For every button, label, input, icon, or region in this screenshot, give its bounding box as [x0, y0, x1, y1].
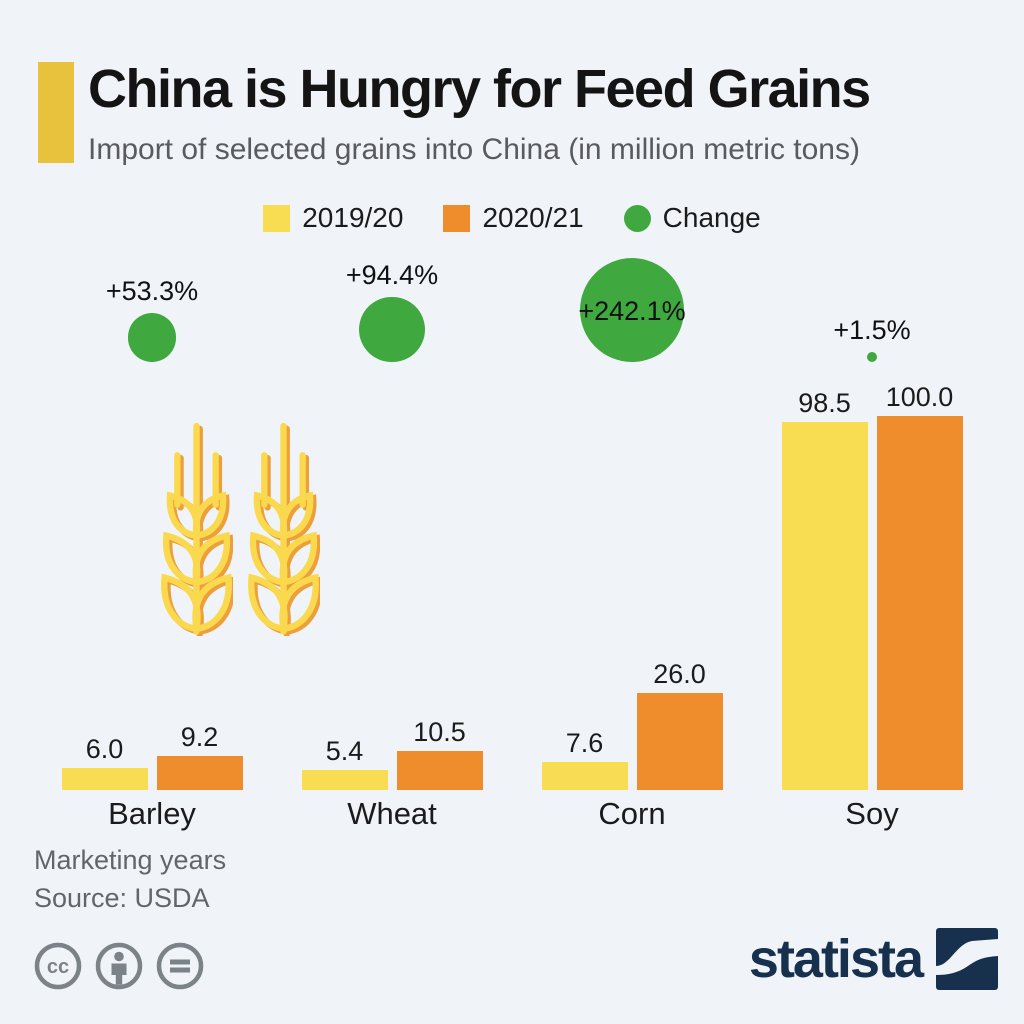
category-label-soy: Soy: [845, 796, 899, 831]
attribution-person-icon[interactable]: [94, 941, 144, 991]
svg-text:cc: cc: [47, 956, 69, 978]
value-label-barley-2019/20: 6.0: [85, 733, 124, 764]
change-bubble-corn: [579, 257, 685, 362]
value-label-corn-2020/21: 26.0: [653, 658, 706, 689]
value-label-soy-2019/20: 98.5: [798, 387, 851, 418]
change-bubble-soy: [867, 352, 877, 362]
license-icons: cc: [33, 941, 205, 991]
category-label-wheat: Wheat: [347, 796, 437, 831]
change-label-barley: +53.3%: [105, 276, 199, 307]
change-label-corn: +242.1%: [578, 295, 686, 326]
equals-icon[interactable]: [155, 941, 205, 991]
footnote-marketing-years: Marketing years: [34, 845, 227, 875]
bar-soy-2019/20: [781, 421, 868, 790]
legend-label-change: Change: [662, 202, 761, 233]
value-label-soy-2020/21: 100.0: [885, 382, 954, 412]
source-attribution: Source: USDA: [34, 883, 210, 913]
change-bubble-barley: [127, 313, 177, 362]
value-label-barley-2020/21: 9.2: [180, 721, 219, 752]
value-label-wheat-2019/20: 5.4: [325, 735, 364, 766]
wheat-stalk-icon: [247, 417, 320, 636]
legend-item-change: Change: [623, 202, 761, 234]
legend-swatch-change: [623, 204, 651, 232]
bar-barley-2019/20: [61, 767, 148, 790]
bar-soy-2020/21: [876, 416, 963, 790]
legend-item-2019-20: 2019/20: [263, 202, 403, 234]
statista-logo-icon: [936, 928, 998, 990]
legend-swatch-2020-21: [443, 204, 471, 232]
category-label-barley: Barley: [108, 796, 196, 831]
value-label-corn-2019/20: 7.6: [565, 727, 604, 758]
bar-corn-2019/20: [541, 761, 628, 790]
change-label-wheat: +94.4%: [345, 259, 439, 290]
change-label-soy: +1.5%: [833, 315, 911, 345]
change-bubble-wheat: [359, 296, 425, 362]
page-subtitle: Import of selected grains into China (in…: [88, 133, 860, 166]
value-label-wheat-2020/21: 10.5: [413, 716, 466, 747]
page-title: China is Hungry for Feed Grains: [88, 59, 871, 119]
wheat-stalk-icon: [160, 417, 233, 636]
bar-barley-2020/21: [156, 755, 243, 790]
legend-label-2019-20: 2019/20: [302, 202, 404, 233]
bar-wheat-2019/20: [301, 769, 388, 790]
statista-logo-text: statista: [748, 929, 924, 989]
legend-item-2020-21: 2020/21: [443, 202, 584, 234]
statista-branding[interactable]: statista: [749, 928, 998, 990]
title-accent-bar: [38, 62, 74, 163]
chart-legend: 2019/20 2020/21 Change: [0, 202, 1024, 234]
cc-icon[interactable]: cc: [33, 941, 83, 991]
bar-corn-2020/21: [636, 692, 723, 790]
category-label-corn: Corn: [598, 796, 666, 831]
bar-wheat-2020/21: [396, 750, 483, 790]
legend-swatch-2019-20: [263, 204, 291, 232]
legend-label-2020-21: 2020/21: [482, 202, 584, 233]
